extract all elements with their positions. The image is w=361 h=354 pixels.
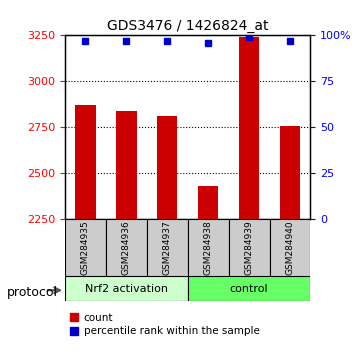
Text: control: control (230, 284, 268, 293)
FancyBboxPatch shape (65, 219, 106, 276)
FancyBboxPatch shape (65, 276, 188, 301)
Text: GSM284937: GSM284937 (163, 221, 172, 275)
Text: GSM284939: GSM284939 (245, 221, 253, 275)
Text: GSM284935: GSM284935 (81, 221, 90, 275)
Text: GSM284936: GSM284936 (122, 221, 131, 275)
Text: GSM284940: GSM284940 (286, 221, 295, 275)
Legend: count, percentile rank within the sample: count, percentile rank within the sample (70, 313, 260, 336)
Text: Nrf2 activation: Nrf2 activation (85, 284, 168, 293)
Bar (116, 111, 136, 219)
FancyBboxPatch shape (188, 276, 310, 301)
Text: GSM284938: GSM284938 (204, 221, 213, 275)
FancyBboxPatch shape (229, 219, 270, 276)
Bar (280, 126, 300, 219)
Bar (239, 37, 259, 219)
Bar (157, 116, 178, 219)
FancyBboxPatch shape (270, 219, 310, 276)
Bar (198, 186, 218, 219)
FancyBboxPatch shape (188, 219, 229, 276)
Title: GDS3476 / 1426824_at: GDS3476 / 1426824_at (107, 19, 269, 33)
Bar (75, 105, 96, 219)
FancyBboxPatch shape (106, 219, 147, 276)
Text: protocol: protocol (7, 286, 58, 298)
FancyBboxPatch shape (147, 219, 188, 276)
